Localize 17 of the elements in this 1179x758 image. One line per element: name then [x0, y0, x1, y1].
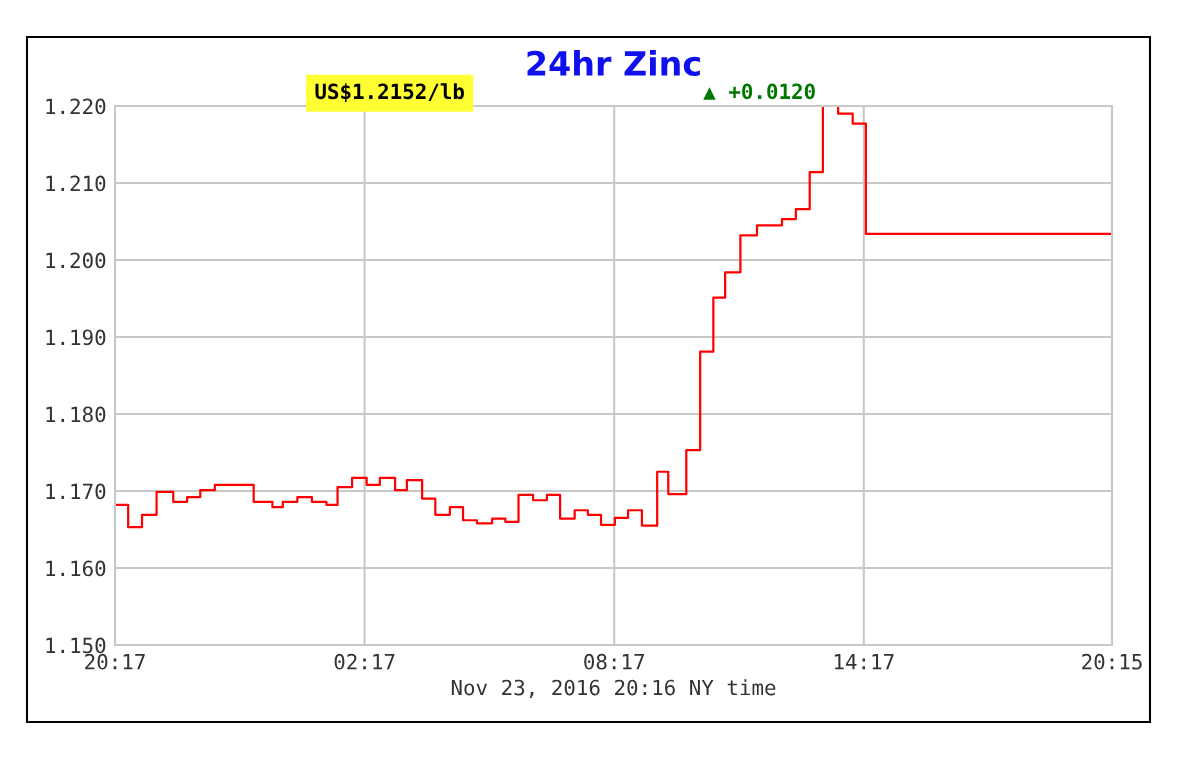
x-tick-label: 20:17 — [85, 653, 145, 670]
y-tick-label: 1.210 — [46, 175, 106, 192]
chart-title: 24hr Zinc — [527, 50, 700, 76]
y-tick-label: 1.180 — [46, 406, 106, 423]
y-tick-label: 1.170 — [46, 483, 106, 500]
x-tick-label: 20:15 — [1082, 653, 1142, 670]
x-tick-label: 02:17 — [334, 653, 395, 670]
y-tick-label: 1.190 — [46, 329, 106, 346]
y-tick-label: 1.220 — [46, 98, 106, 115]
x-axis-title: Nov 23, 2016 20:16 NY time — [451, 679, 776, 699]
x-tick-label: 14:17 — [834, 654, 894, 670]
text: ▲ +0.0120 — [703, 83, 815, 100]
y-tick-label: 1.150 — [46, 637, 106, 654]
y-tick-label: 1.200 — [46, 252, 106, 269]
text: US$1.2152/lb — [315, 83, 464, 103]
x-tick-label: 08:17 — [584, 653, 644, 670]
y-tick-label: 1.160 — [46, 560, 106, 577]
